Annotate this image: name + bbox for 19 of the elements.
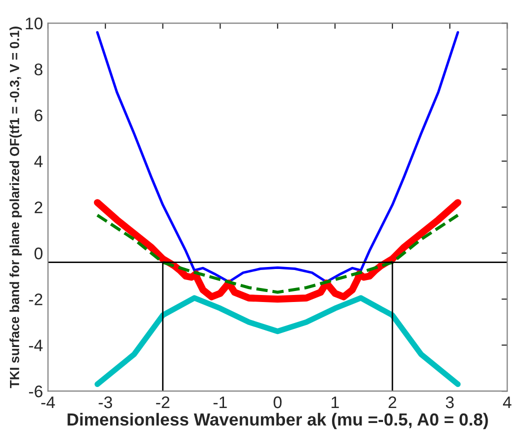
y-tick-label: 0 (34, 248, 42, 260)
x-tick-label: -2 (156, 396, 170, 408)
y-axis-title: TKI surface band for plane polarized OF(tf1 = -0.3, V = 0.1) (10, 26, 22, 388)
y-tick-label: 8 (34, 64, 42, 76)
x-axis-title: Dimensionless Wavenumber ak (mu =-0.5, A0 = 0.8) (68, 412, 488, 430)
y-tick-label: 2 (34, 202, 42, 214)
y-tick-label: 6 (34, 110, 42, 122)
y-tick-label: 4 (34, 156, 43, 168)
y-tick-label: 10 (26, 18, 42, 30)
y-tick-label: -6 (29, 386, 42, 398)
x-tick-label: 0 (274, 396, 282, 408)
x-tick-label: 4 (502, 396, 512, 408)
x-tick-label: 1 (332, 396, 339, 408)
x-tick-label: -1 (214, 396, 227, 408)
x-tick-label: 2 (388, 396, 396, 408)
y-tick-label: -4 (29, 340, 43, 352)
x-tick-label: -3 (98, 396, 112, 408)
y-tick-label: -2 (29, 294, 42, 306)
x-tick-label: 3 (446, 396, 454, 408)
